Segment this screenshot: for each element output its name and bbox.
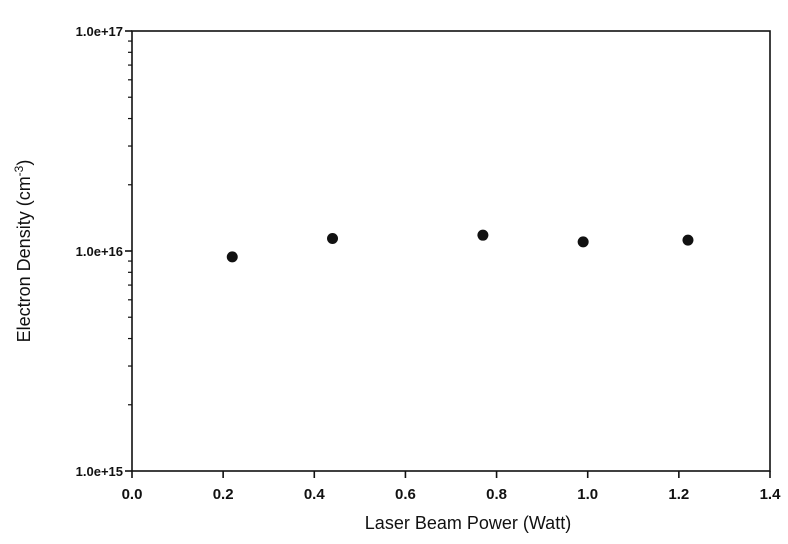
x-tick-label: 0.0 <box>122 486 143 503</box>
x-tick-label: 0.4 <box>304 486 326 503</box>
data-point <box>226 251 238 263</box>
data-point <box>327 232 339 244</box>
x-tick-label: 0.6 <box>395 486 416 503</box>
data-point <box>477 229 489 241</box>
x-tick-label: 1.4 <box>760 486 782 503</box>
data-point <box>682 234 694 246</box>
x-ticks: 0.0 0.2 0.4 0.6 0.8 1.0 1.2 1.4 <box>122 471 782 503</box>
y-axis-title-superscript: -3 <box>12 165 26 176</box>
y-tick-label: 1.0e+15 <box>76 464 123 479</box>
y-major-ticks: 1.0e+15 1.0e+16 1.0e+17 <box>76 24 132 479</box>
data-point <box>577 236 589 248</box>
data-points <box>226 229 694 263</box>
y-axis-title-close: ) <box>14 160 34 166</box>
x-tick-label: 0.2 <box>213 486 234 503</box>
x-tick-label: 0.8 <box>486 486 507 503</box>
y-minor-ticks <box>128 40 132 406</box>
x-tick-label: 1.0 <box>577 486 598 503</box>
y-tick-label: 1.0e+16 <box>76 244 123 259</box>
x-axis-title: Laser Beam Power (Watt) <box>365 513 571 533</box>
x-tick-label: 1.2 <box>668 486 689 503</box>
y-axis-title: Electron Density (cm-3) <box>12 160 34 343</box>
y-tick-label: 1.0e+17 <box>76 24 123 39</box>
y-axis-title-text: Electron Density (cm <box>14 176 34 342</box>
